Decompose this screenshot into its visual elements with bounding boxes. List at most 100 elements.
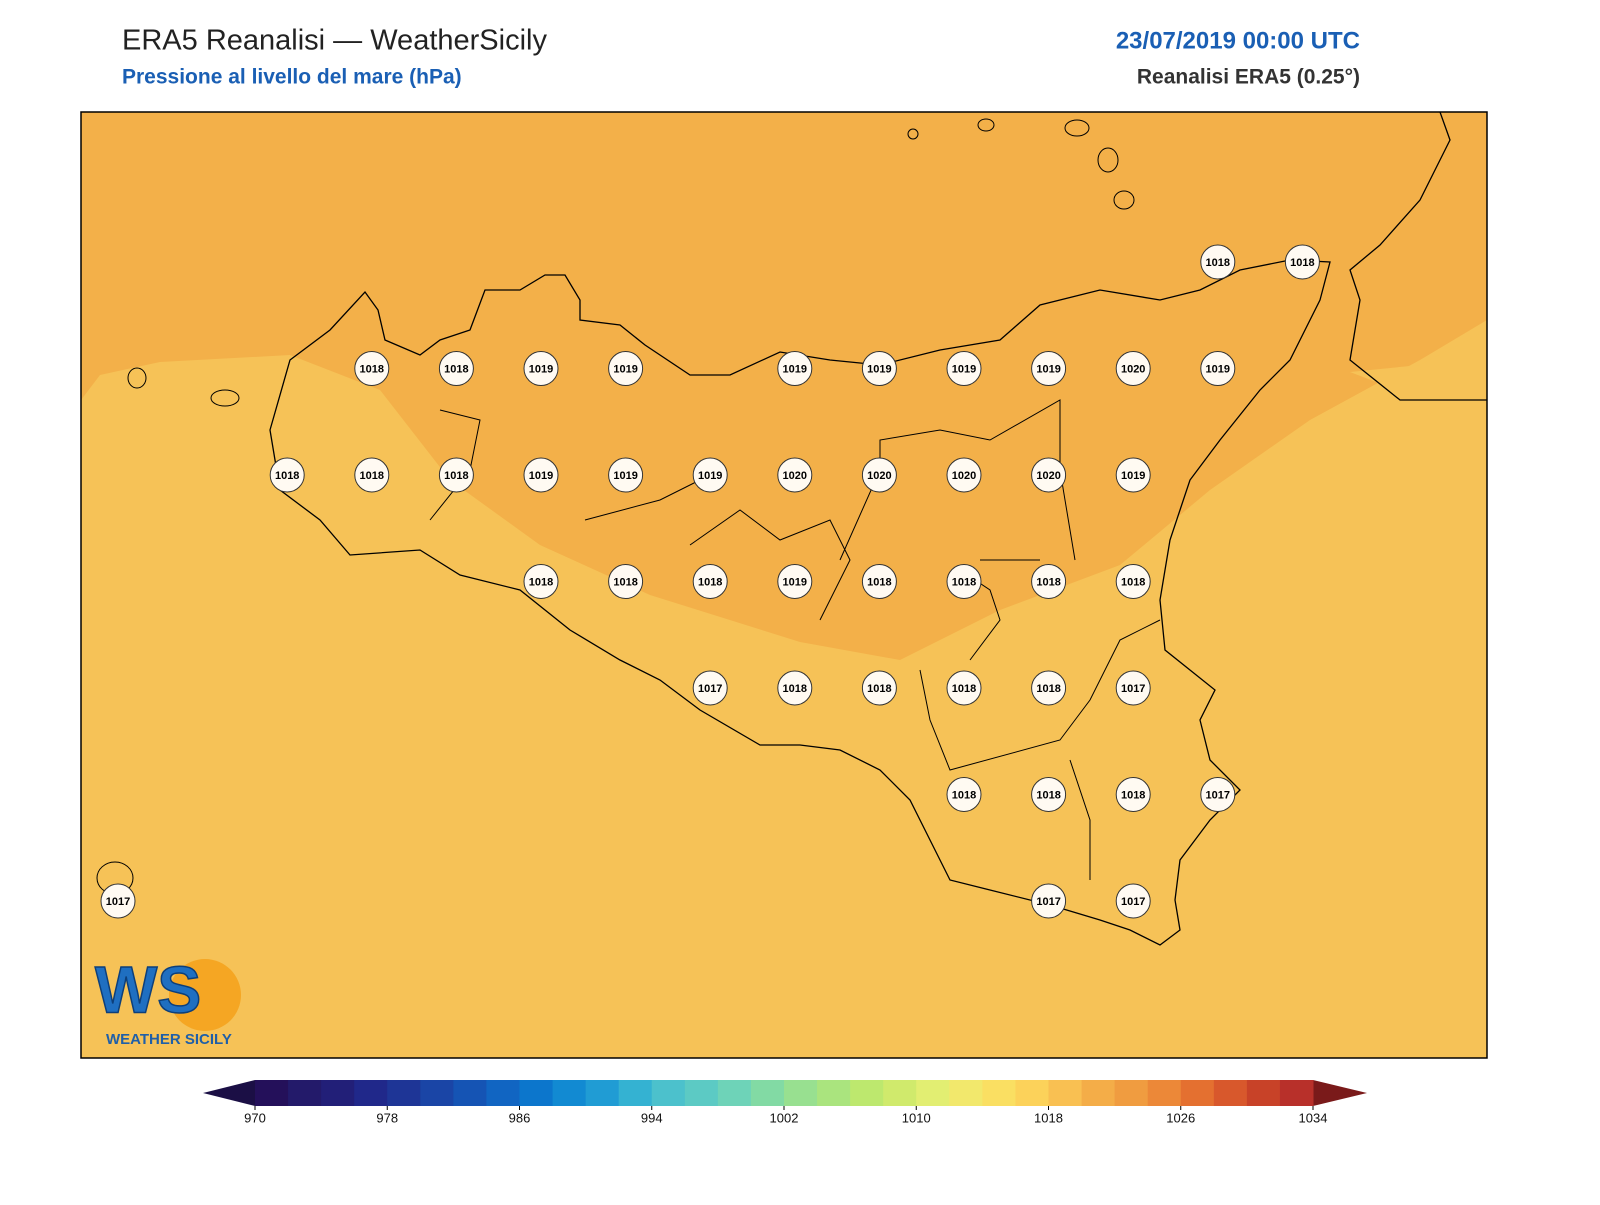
colorbar-bin: [1048, 1080, 1083, 1106]
colorbar-bin: [784, 1080, 818, 1106]
colorbar-bin: [585, 1080, 620, 1106]
station: 1020: [777, 457, 813, 493]
station: 1018: [861, 564, 897, 599]
station-marker: [861, 457, 897, 493]
station-marker: [1031, 670, 1067, 706]
colorbar-bin: [1180, 1080, 1215, 1106]
date: 23/07/2019 00:00 UTC: [1116, 27, 1360, 54]
map-frame: [80, 111, 1488, 1059]
station-value: 1019: [529, 363, 553, 375]
station-marker: [692, 564, 728, 599]
colorbar-tick-label: 978: [376, 1110, 398, 1125]
station-marker: [608, 564, 644, 599]
station: 1019: [608, 457, 644, 493]
station-marker: [523, 351, 559, 386]
station-value: 1019: [783, 576, 807, 588]
colorbar-bin: [651, 1080, 686, 1106]
station-value: 1018: [1036, 576, 1060, 588]
colorbar-tick-label: 1018: [1034, 1110, 1063, 1125]
colorbar-bin: [717, 1080, 752, 1106]
colorbar-bin: [1279, 1080, 1314, 1106]
station-value: 1018: [1290, 257, 1314, 269]
station: 1018: [1284, 244, 1320, 280]
station-value: 1018: [952, 576, 976, 588]
station-marker: [523, 564, 559, 599]
station: 1018: [1031, 777, 1067, 812]
station: 1017: [1200, 777, 1236, 812]
station-marker: [692, 457, 728, 493]
station: 1018: [438, 457, 474, 493]
colorbar: 970 978 986 994 1002 1010 1018 1026 1034: [203, 1080, 1367, 1125]
colorbar-bin: [387, 1080, 421, 1106]
station-value: 1020: [952, 470, 976, 482]
station-value: 1020: [1036, 470, 1060, 482]
station-value: 1019: [1036, 363, 1060, 375]
station: 1017: [100, 883, 136, 919]
station-marker: [1200, 351, 1236, 386]
colorbar-bin: [1015, 1080, 1049, 1106]
colorbar-tick-label: 986: [509, 1110, 531, 1125]
coastline: [1349, 112, 1487, 401]
station: 1019: [1115, 457, 1151, 493]
station-value: 1018: [275, 470, 299, 482]
colorbar-bin: [684, 1080, 719, 1106]
island: [210, 389, 240, 407]
station-value: 1020: [1121, 363, 1145, 375]
station-marker: [354, 457, 390, 493]
colorbar-tick-label: 1034: [1299, 1110, 1328, 1125]
colorbar-tick-label: 1002: [770, 1110, 799, 1125]
colorbar-bin: [750, 1080, 785, 1106]
colorbar-bin: [552, 1080, 587, 1106]
station-marker: [946, 457, 982, 493]
station-value: 1020: [783, 470, 807, 482]
station-value: 1018: [444, 363, 468, 375]
station-value: 1017: [106, 896, 130, 908]
station: 1017: [692, 670, 728, 706]
colorbar-tick-label: 1010: [902, 1110, 931, 1125]
station-value: 1020: [867, 470, 891, 482]
station-marker: [1031, 883, 1067, 919]
colorbar-bin: [850, 1080, 884, 1106]
station-value: 1019: [1121, 470, 1145, 482]
island: [907, 128, 919, 140]
station: 1018: [1200, 244, 1236, 280]
station-value: 1017: [1036, 896, 1060, 908]
station: 1020: [1031, 457, 1067, 493]
station: 1018: [523, 564, 559, 599]
station-value: 1018: [952, 683, 976, 695]
station-marker: [1115, 777, 1151, 812]
station-value: 1019: [613, 363, 637, 375]
colorbar-tick-label: 994: [641, 1110, 663, 1125]
station-marker: [1115, 457, 1151, 493]
station-value: 1018: [1036, 789, 1060, 801]
logo-sun: [169, 959, 241, 1031]
station-value: 1018: [867, 683, 891, 695]
station-value: 1019: [1206, 363, 1230, 375]
colorbar-bin: [883, 1080, 917, 1106]
station-marker: [1284, 244, 1320, 280]
station-marker: [946, 564, 982, 599]
station: 1019: [1031, 351, 1067, 386]
colorbar-bin: [486, 1080, 520, 1106]
station-value: 1018: [444, 470, 468, 482]
station-value: 1018: [1036, 683, 1060, 695]
station-value: 1017: [698, 683, 722, 695]
station: 1020: [1115, 351, 1151, 386]
station-value: 1017: [1121, 896, 1145, 908]
colorbar-bin: [1246, 1080, 1281, 1106]
station-value: 1019: [952, 363, 976, 375]
station-value: 1018: [783, 683, 807, 695]
station-marker: [946, 777, 982, 812]
station-marker: [1031, 351, 1067, 386]
map: 1018 1018 1018 1018 1019 1019 1019 1019 1019 1019…: [80, 111, 1488, 1059]
station: 1018: [692, 564, 728, 599]
station-marker: [777, 564, 813, 599]
island: [977, 118, 995, 132]
station: 1018: [1031, 564, 1067, 599]
colorbar-tick-label: 970: [244, 1110, 266, 1125]
colorbar-under: [203, 1080, 255, 1106]
logo: WS WEATHER SICILY: [94, 952, 241, 1048]
station-marker: [354, 351, 390, 386]
colorbar-bin: [420, 1080, 454, 1106]
station-marker: [523, 457, 559, 493]
